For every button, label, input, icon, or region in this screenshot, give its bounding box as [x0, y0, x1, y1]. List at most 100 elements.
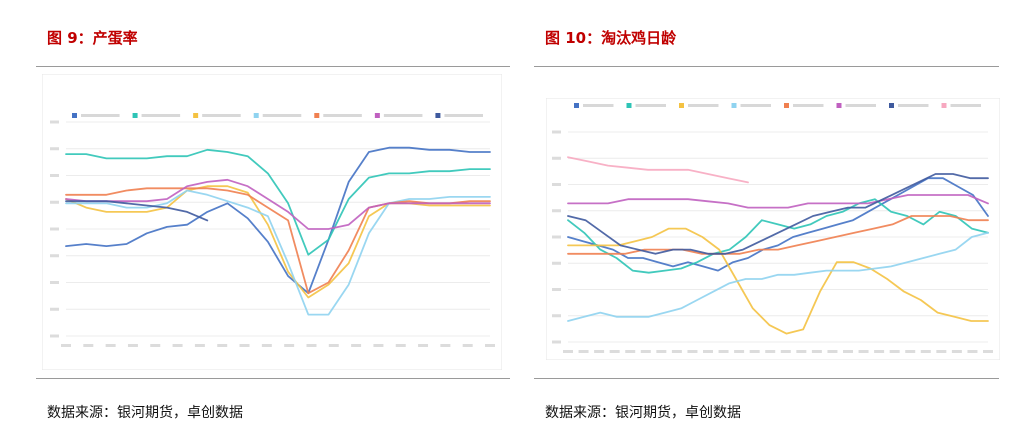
series-line — [65, 187, 491, 295]
y-tick-label — [50, 281, 59, 284]
series-line — [567, 156, 749, 184]
y-tick-label — [552, 183, 561, 186]
x-tick-label — [874, 350, 885, 353]
legend-marker — [784, 103, 789, 108]
series-line — [65, 146, 491, 295]
x-tick-label — [983, 350, 993, 353]
x-tick-label — [625, 350, 636, 353]
legend-marker — [889, 103, 894, 108]
x-tick-label — [734, 350, 745, 353]
x-tick-label — [328, 344, 339, 347]
y-tick-label — [50, 334, 59, 338]
x-tick-label — [485, 344, 495, 347]
legend-label — [444, 114, 483, 117]
x-tick-label — [217, 344, 228, 347]
x-tick-label — [905, 350, 916, 353]
legend-marker — [132, 113, 138, 118]
x-tick-label — [858, 350, 869, 353]
x-tick-label — [967, 350, 978, 353]
left-figure-panel: 图 9：产蛋率 数据来源：银河期货，卓创数据 — [36, 29, 510, 421]
x-tick-label — [284, 344, 295, 347]
legend-marker — [374, 113, 380, 118]
plot-background — [546, 98, 1000, 360]
x-tick-label — [440, 344, 451, 347]
x-tick-label — [172, 344, 183, 347]
series-line — [65, 185, 491, 299]
y-tick-label — [552, 340, 561, 344]
legend-label — [583, 104, 614, 107]
y-tick-label — [50, 200, 59, 204]
x-tick-label — [578, 350, 589, 353]
y-tick-label — [50, 147, 59, 151]
y-tick-label — [50, 227, 59, 231]
y-tick-label — [50, 307, 59, 311]
top-rule — [534, 66, 999, 67]
y-tick-label — [552, 156, 561, 160]
legend-label — [323, 114, 362, 117]
y-tick-label — [50, 174, 59, 177]
legend-label — [845, 104, 876, 107]
legend-label — [688, 104, 719, 107]
x-tick-label — [780, 350, 791, 353]
x-tick-label — [150, 344, 161, 347]
x-tick-label — [951, 350, 962, 353]
x-tick-label — [462, 344, 473, 347]
x-tick-label — [373, 344, 384, 347]
legend-marker — [193, 113, 199, 118]
x-tick-label — [194, 344, 205, 347]
x-tick-label — [261, 344, 272, 347]
x-tick-label — [920, 350, 931, 353]
series-line — [567, 173, 989, 255]
legend-label — [141, 114, 181, 117]
legend-marker — [731, 103, 737, 108]
x-tick-label — [843, 350, 853, 353]
x-tick-label — [687, 350, 698, 353]
y-tick-label — [552, 130, 561, 134]
legend-marker — [253, 113, 259, 118]
legend-marker — [941, 103, 947, 108]
x-tick-label — [83, 344, 94, 347]
legend-marker — [836, 103, 842, 108]
x-tick-label — [351, 344, 362, 347]
x-tick-label — [395, 344, 406, 347]
legend-label — [950, 104, 981, 107]
legend-label — [898, 104, 929, 107]
series-line — [567, 231, 989, 322]
y-tick-label — [552, 209, 561, 213]
legend-marker — [574, 103, 579, 108]
x-tick-label — [127, 344, 138, 347]
legend-label — [202, 114, 241, 117]
x-tick-label — [765, 350, 776, 353]
top-rule — [36, 66, 510, 67]
series-line — [567, 227, 989, 335]
x-tick-label — [594, 350, 605, 353]
figure-title: 图 9：产蛋率 — [47, 29, 138, 47]
legend-marker — [435, 113, 441, 118]
series-line — [567, 215, 989, 255]
x-tick-label — [749, 350, 760, 353]
legend-label — [383, 114, 423, 117]
series-line — [567, 198, 989, 274]
legend-label — [262, 114, 302, 117]
legend-label — [740, 104, 771, 107]
x-tick-label — [640, 350, 651, 353]
right-figure-panel: 图 10：淘汰鸡日龄 数据来源：银河期货，卓创数据 — [530, 0, 1015, 432]
x-tick-label — [306, 344, 317, 347]
series-line — [65, 200, 209, 222]
figure-title: 图 10：淘汰鸡日龄 — [545, 29, 677, 47]
x-tick-label — [563, 350, 573, 353]
x-tick-label — [239, 344, 250, 347]
series-line — [567, 194, 989, 209]
legend-label — [81, 114, 120, 117]
x-tick-label — [609, 350, 620, 353]
x-tick-label — [718, 350, 729, 353]
series-line — [567, 177, 989, 272]
x-tick-label — [418, 344, 429, 347]
source-note: 数据来源：银河期货，卓创数据 — [545, 405, 741, 421]
y-tick-label — [552, 314, 561, 318]
bottom-rule — [534, 378, 999, 379]
x-tick-label — [703, 350, 713, 353]
x-tick-label — [61, 344, 71, 347]
y-tick-label — [552, 235, 561, 239]
y-tick-label — [50, 120, 59, 124]
